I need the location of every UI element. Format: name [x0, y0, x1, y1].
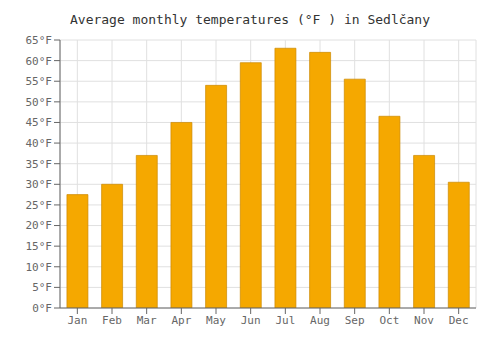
svg-text:Apr: Apr: [171, 314, 191, 327]
svg-text:35°F: 35°F: [26, 158, 53, 171]
svg-text:50°F: 50°F: [26, 96, 53, 109]
svg-text:65°F: 65°F: [26, 34, 53, 47]
svg-text:Jun: Jun: [241, 314, 261, 327]
html-text:Average monthly temperatures (: Average monthly temperatures (°F ) in Se…: [70, 12, 430, 27]
svg-text:10°F: 10°F: [26, 261, 53, 274]
svg-text:15°F: 15°F: [26, 240, 53, 253]
svg-text:Mar: Mar: [137, 314, 157, 327]
svg-text:Sep: Sep: [345, 314, 365, 327]
svg-text:60°F: 60°F: [26, 55, 53, 68]
svg-text:Feb: Feb: [102, 314, 122, 327]
svg-text:Jul: Jul: [275, 314, 295, 327]
svg-text:Jan: Jan: [67, 314, 87, 327]
svg-text:25°F: 25°F: [26, 199, 53, 212]
svg-text:Dec: Dec: [449, 314, 469, 327]
svg-text:20°F: 20°F: [26, 219, 53, 232]
svg-text:May: May: [206, 314, 226, 327]
svg-text:55°F: 55°F: [26, 75, 53, 88]
svg-text:40°F: 40°F: [26, 137, 53, 150]
svg-text:45°F: 45°F: [26, 116, 53, 129]
svg-text:30°F: 30°F: [26, 178, 53, 191]
svg-text:Oct: Oct: [379, 314, 399, 327]
svg-text:Aug: Aug: [310, 314, 330, 327]
svg-text:0°F: 0°F: [32, 302, 52, 315]
svg-text:5°F: 5°F: [32, 281, 52, 294]
svg-text:Nov: Nov: [414, 314, 434, 327]
